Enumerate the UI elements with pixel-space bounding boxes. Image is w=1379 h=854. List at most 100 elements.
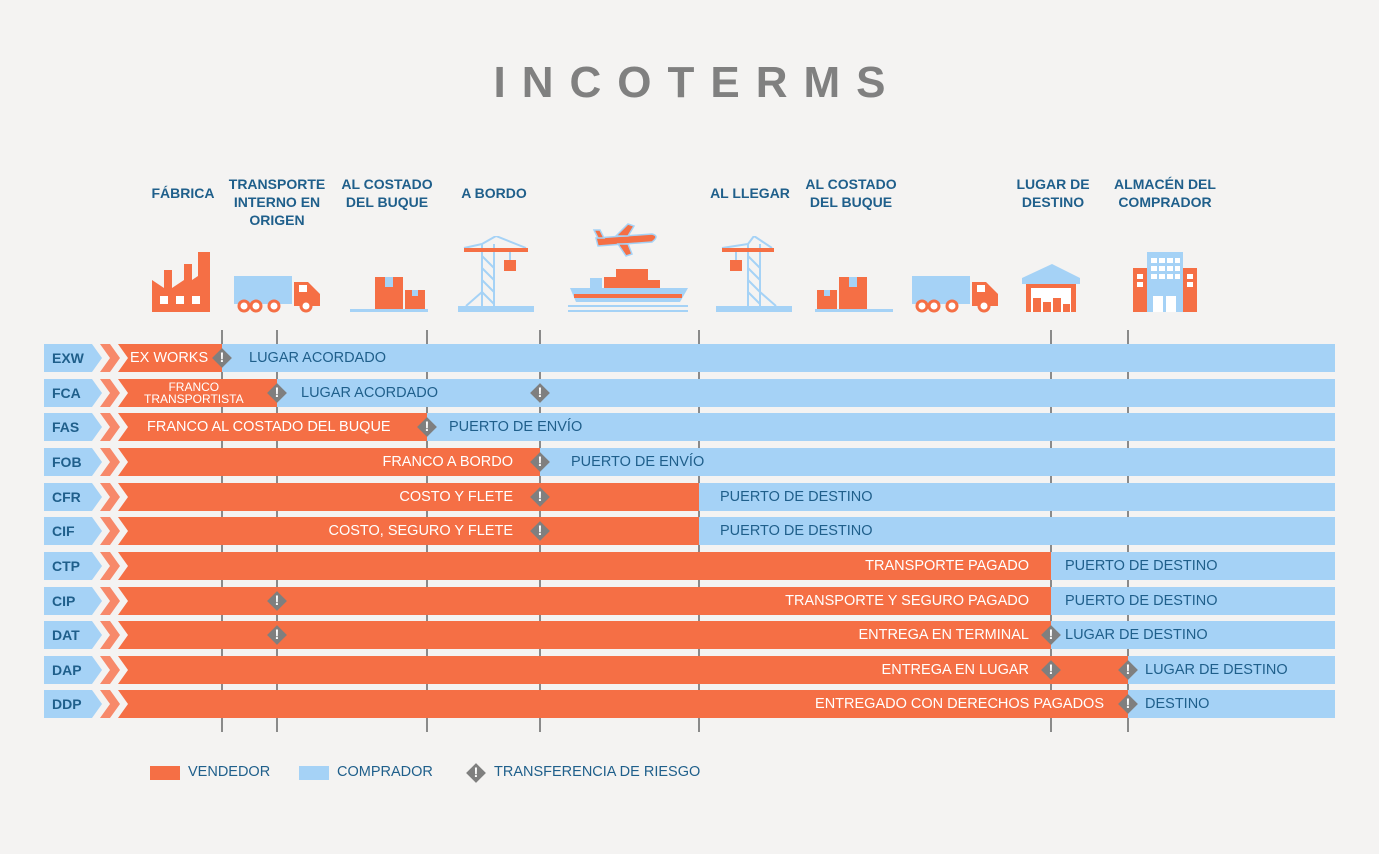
risk-transfer-icon: ! bbox=[466, 763, 486, 783]
seller-label: FRANCO TRANSPORTISTA bbox=[144, 380, 244, 406]
risk-transfer-icon: ! bbox=[530, 383, 550, 403]
risk-transfer-icon: ! bbox=[530, 521, 550, 541]
seller-bar bbox=[118, 517, 699, 545]
term-code-tab: FAS bbox=[44, 413, 102, 441]
risk-transfer-icon: ! bbox=[1118, 660, 1138, 680]
stage-label-al-llegar: AL LLEGAR bbox=[710, 185, 790, 201]
term-code: CTP bbox=[52, 558, 80, 574]
buyer-label: PUERTO DE DESTINO bbox=[1065, 558, 1218, 574]
buyer-bar bbox=[1051, 587, 1335, 615]
term-code-tab: DAT bbox=[44, 621, 102, 649]
term-code: CIF bbox=[52, 523, 75, 539]
risk-transfer-icon: ! bbox=[267, 625, 287, 645]
page-title: INCOTERMS bbox=[493, 58, 902, 107]
buyer-bar bbox=[1051, 552, 1335, 580]
seller-label: FRANCO AL COSTADO DEL BUQUE bbox=[147, 419, 391, 435]
warehouse-icon bbox=[1022, 264, 1080, 312]
truck-icon bbox=[234, 276, 320, 313]
risk-transfer-icon: ! bbox=[1041, 625, 1061, 645]
term-code-tab: CTP bbox=[44, 552, 102, 580]
incoterm-row-fob: FOB FRANCO A BORDO PUERTO DE ENVÍO ! bbox=[44, 448, 1335, 476]
crane-icon bbox=[458, 236, 534, 312]
term-code-tab: DAP bbox=[44, 656, 102, 684]
legend-risk-label: TRANSFERENCIA DE RIESGO bbox=[494, 764, 701, 780]
buyer-label: LUGAR DE DESTINO bbox=[1065, 627, 1208, 643]
seller-label: FRANCO A BORDO bbox=[382, 454, 513, 470]
incoterm-row-fas: FAS FRANCO AL COSTADO DEL BUQUE PUERTO D… bbox=[44, 413, 1335, 441]
seller-label: COSTO Y FLETE bbox=[399, 489, 513, 505]
chevron-icon bbox=[100, 483, 120, 511]
term-code-tab: CIF bbox=[44, 517, 102, 545]
stage-label-lugar-destino: LUGAR DE DESTINO bbox=[1016, 176, 1090, 210]
term-code: DAT bbox=[52, 627, 80, 643]
stage-label-costado-buque-origen: AL COSTADO DEL BUQUE bbox=[341, 176, 433, 210]
buyer-label: LUGAR DE DESTINO bbox=[1145, 662, 1288, 678]
truck-icon-destination bbox=[912, 276, 998, 313]
seller-bar bbox=[118, 483, 699, 511]
seller-bar bbox=[118, 413, 427, 441]
seller-label: TRANSPORTE PAGADO bbox=[865, 558, 1029, 574]
chevron-icon bbox=[100, 413, 120, 441]
buyer-label: DESTINO bbox=[1145, 696, 1210, 712]
buyer-bar bbox=[425, 413, 1335, 441]
buyer-bar bbox=[699, 483, 1335, 511]
risk-transfer-icon: ! bbox=[267, 591, 287, 611]
risk-transfer-icon: ! bbox=[267, 383, 287, 403]
seller-bar bbox=[118, 344, 222, 372]
legend-seller-label: VENDEDOR bbox=[188, 764, 271, 780]
buyer-label: PUERTO DE ENVÍO bbox=[449, 419, 583, 435]
incoterm-row-cif: CIF COSTO, SEGURO Y FLETE PUERTO DE DEST… bbox=[44, 517, 1335, 545]
seller-label: ENTREGA EN LUGAR bbox=[881, 662, 1029, 678]
term-code-tab: EXW bbox=[44, 344, 102, 372]
seller-label: ENTREGA EN TERMINAL bbox=[858, 627, 1029, 643]
term-code: CIP bbox=[52, 593, 76, 609]
buyer-swatch bbox=[299, 766, 329, 780]
seller-bar bbox=[118, 690, 1128, 718]
incoterm-row-ddp: DDP ENTREGADO CON DERECHOS PAGADOS DESTI… bbox=[44, 690, 1335, 718]
chevron-icon bbox=[100, 690, 120, 718]
term-code: DAP bbox=[52, 662, 82, 678]
stage-label-almacen-comprador: ALMACÉN DEL COMPRADOR bbox=[1114, 176, 1216, 210]
term-code: FAS bbox=[52, 419, 80, 435]
buyer-label: PUERTO DE ENVÍO bbox=[571, 454, 705, 470]
stage-label-costado-buque-destino: AL COSTADO DEL BUQUE bbox=[805, 176, 897, 210]
chevron-icon bbox=[100, 517, 120, 545]
term-code: FOB bbox=[52, 454, 82, 470]
buyer-label: LUGAR ACORDADO bbox=[249, 350, 386, 366]
seller-bar bbox=[118, 379, 277, 407]
buyer-label: PUERTO DE DESTINO bbox=[720, 489, 873, 505]
chevron-icon bbox=[100, 587, 120, 615]
crane-icon-arrival bbox=[716, 236, 792, 312]
seller-bar bbox=[118, 656, 1128, 684]
stage-label-a-bordo: A BORDO bbox=[461, 185, 527, 201]
buyer-label: PUERTO DE DESTINO bbox=[1065, 593, 1218, 609]
buyer-bar bbox=[1128, 690, 1335, 718]
seller-swatch bbox=[150, 766, 180, 780]
term-code-tab: DDP bbox=[44, 690, 102, 718]
chevron-icon bbox=[100, 379, 120, 407]
incoterm-row-dat: DAT ENTREGA EN TERMINAL LUGAR DE DESTINO… bbox=[44, 621, 1335, 649]
buyer-bar bbox=[1051, 621, 1335, 649]
incoterm-row-cfr: CFR COSTO Y FLETE PUERTO DE DESTINO ! bbox=[44, 483, 1335, 511]
buyer-label: LUGAR ACORDADO bbox=[301, 385, 438, 401]
buyer-bar bbox=[538, 448, 1335, 476]
risk-transfer-icon: ! bbox=[212, 348, 232, 368]
boxes-icon-destination bbox=[815, 277, 893, 312]
term-code-tab: CIP bbox=[44, 587, 102, 615]
seller-label: COSTO, SEGURO Y FLETE bbox=[328, 523, 513, 539]
incoterm-row-fca: FCA FRANCO TRANSPORTISTA LUGAR ACORDADO … bbox=[44, 379, 1335, 407]
stage-label-fabrica: FÁBRICA bbox=[151, 185, 215, 201]
seller-bar bbox=[118, 552, 1051, 580]
term-code-tab: CFR bbox=[44, 483, 102, 511]
seller-bar bbox=[118, 448, 540, 476]
buyer-bar bbox=[275, 379, 1335, 407]
term-code: EXW bbox=[52, 350, 84, 366]
factory-icon bbox=[152, 252, 210, 312]
incoterm-row-ctp: CTP TRANSPORTE PAGADO PUERTO DE DESTINO bbox=[44, 552, 1335, 580]
incoterm-row-cip: CIP TRANSPORTE Y SEGURO PAGADO PUERTO DE… bbox=[44, 587, 1335, 615]
buyer-bar bbox=[699, 517, 1335, 545]
chevron-icon bbox=[100, 552, 120, 580]
plane-icon bbox=[592, 223, 657, 257]
buyer-bar bbox=[1128, 656, 1335, 684]
seller-label: EX WORKS bbox=[130, 350, 209, 366]
